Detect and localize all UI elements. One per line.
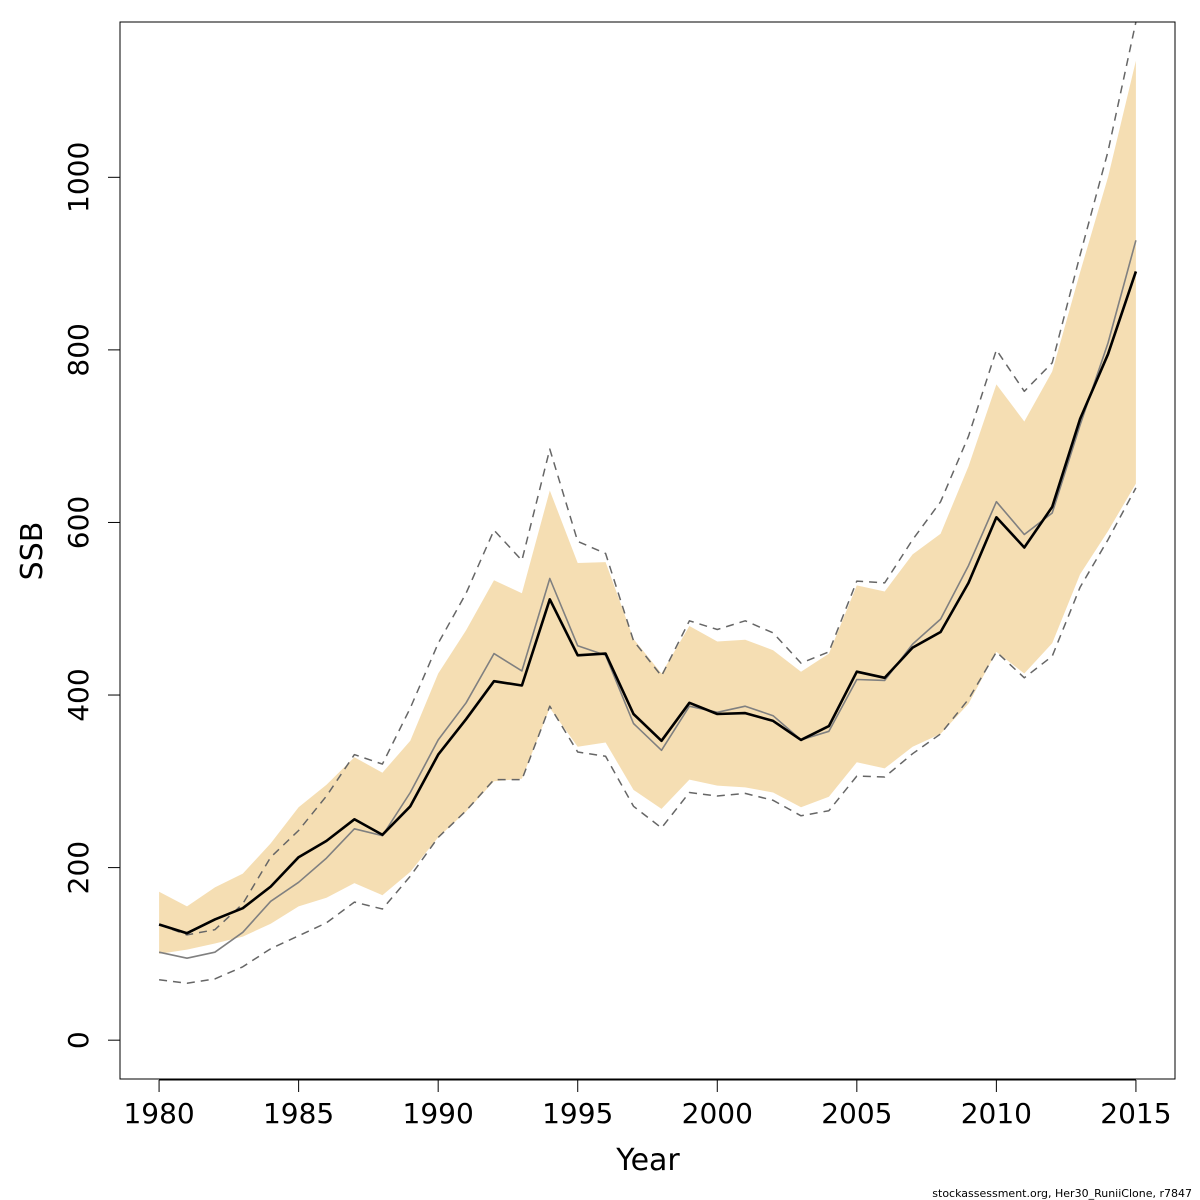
x-tick-label: 1995 (542, 1097, 613, 1130)
footer-note: stockassessment.org, Her30_RuniiClone, r… (932, 1187, 1192, 1200)
lower-bound-dashed-line (159, 487, 1137, 984)
x-axis-title: Year (615, 1143, 680, 1178)
x-tick-label: 1980 (123, 1097, 194, 1130)
confidence-band-layer (159, 60, 1136, 954)
y-tick-label: 0 (62, 1031, 95, 1049)
y-tick-label: 200 (62, 841, 95, 894)
x-tick-label: 2015 (1100, 1097, 1171, 1130)
confidence-band (159, 60, 1136, 954)
y-tick-label: 400 (62, 668, 95, 721)
y-axis-title: SSB (15, 522, 50, 581)
y-tick-label: 600 (62, 496, 95, 549)
y-axis: 0 200 400 600 800 1000 (62, 142, 121, 1049)
y-tick-label: 800 (62, 323, 95, 376)
x-tick-label: 2000 (682, 1097, 753, 1130)
upper-bound-dashed-line (158, 21, 1137, 936)
ssb-alternate-line (158, 240, 1137, 960)
x-tick-label: 1990 (403, 1097, 474, 1130)
y-tick-label: 1000 (62, 142, 95, 213)
x-tick-label: 2005 (821, 1097, 892, 1130)
ssb-estimate-line (158, 270, 1138, 935)
x-tick-label: 2010 (961, 1097, 1032, 1130)
x-axis: 1980 1985 1990 1995 2000 2005 2010 2015 (123, 1079, 1172, 1130)
series-layer (158, 21, 1138, 984)
x-tick-label: 1985 (263, 1097, 334, 1130)
